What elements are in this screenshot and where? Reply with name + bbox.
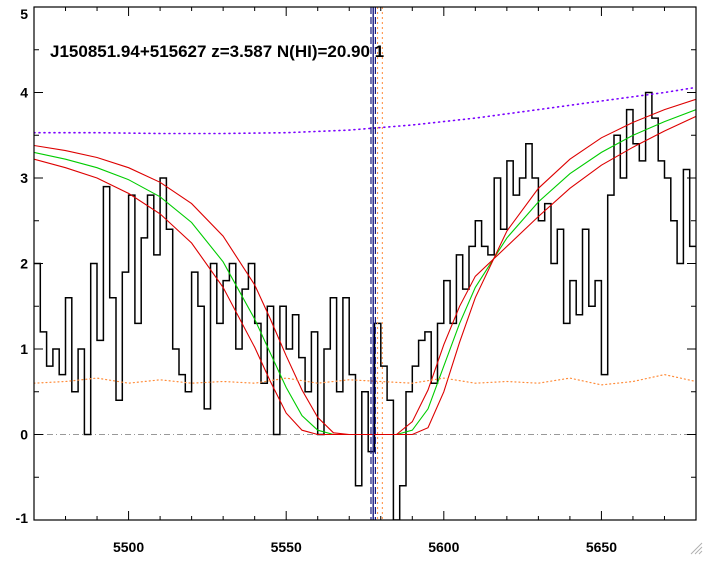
- y-tick-label: 5: [20, 6, 28, 22]
- y-tick-label: 4: [20, 85, 28, 101]
- x-tick-label: 5500: [113, 539, 144, 555]
- y-tick-label: 1: [20, 341, 28, 357]
- y-tick-label: 0: [20, 427, 28, 443]
- axis-ticks: 5500 5550 5600 5650 -1 0 1 2 3 4 5: [16, 6, 697, 555]
- resize-grip-icon[interactable]: [689, 541, 703, 555]
- plot-area: [34, 7, 696, 520]
- fit-lower-series: [34, 115, 696, 436]
- flux-series: [34, 91, 696, 520]
- y-tick-label: 2: [20, 256, 28, 272]
- x-tick-label: 5550: [271, 539, 302, 555]
- continuum-series: [34, 86, 696, 135]
- chart-title: J150851.94+515627 z=3.587 N(HI)=20.90 1: [50, 42, 384, 61]
- x-tick-label: 5650: [586, 539, 617, 555]
- error-series: [34, 373, 696, 386]
- y-tick-label: 3: [20, 170, 28, 186]
- y-tick-label: -1: [16, 510, 29, 526]
- plot-lines: [34, 7, 696, 520]
- x-tick-label: 5600: [428, 539, 459, 555]
